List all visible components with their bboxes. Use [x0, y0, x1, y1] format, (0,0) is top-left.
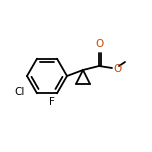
Text: Cl: Cl [15, 87, 25, 97]
Text: F: F [49, 97, 55, 107]
Text: O: O [113, 64, 121, 74]
Text: O: O [95, 39, 103, 49]
